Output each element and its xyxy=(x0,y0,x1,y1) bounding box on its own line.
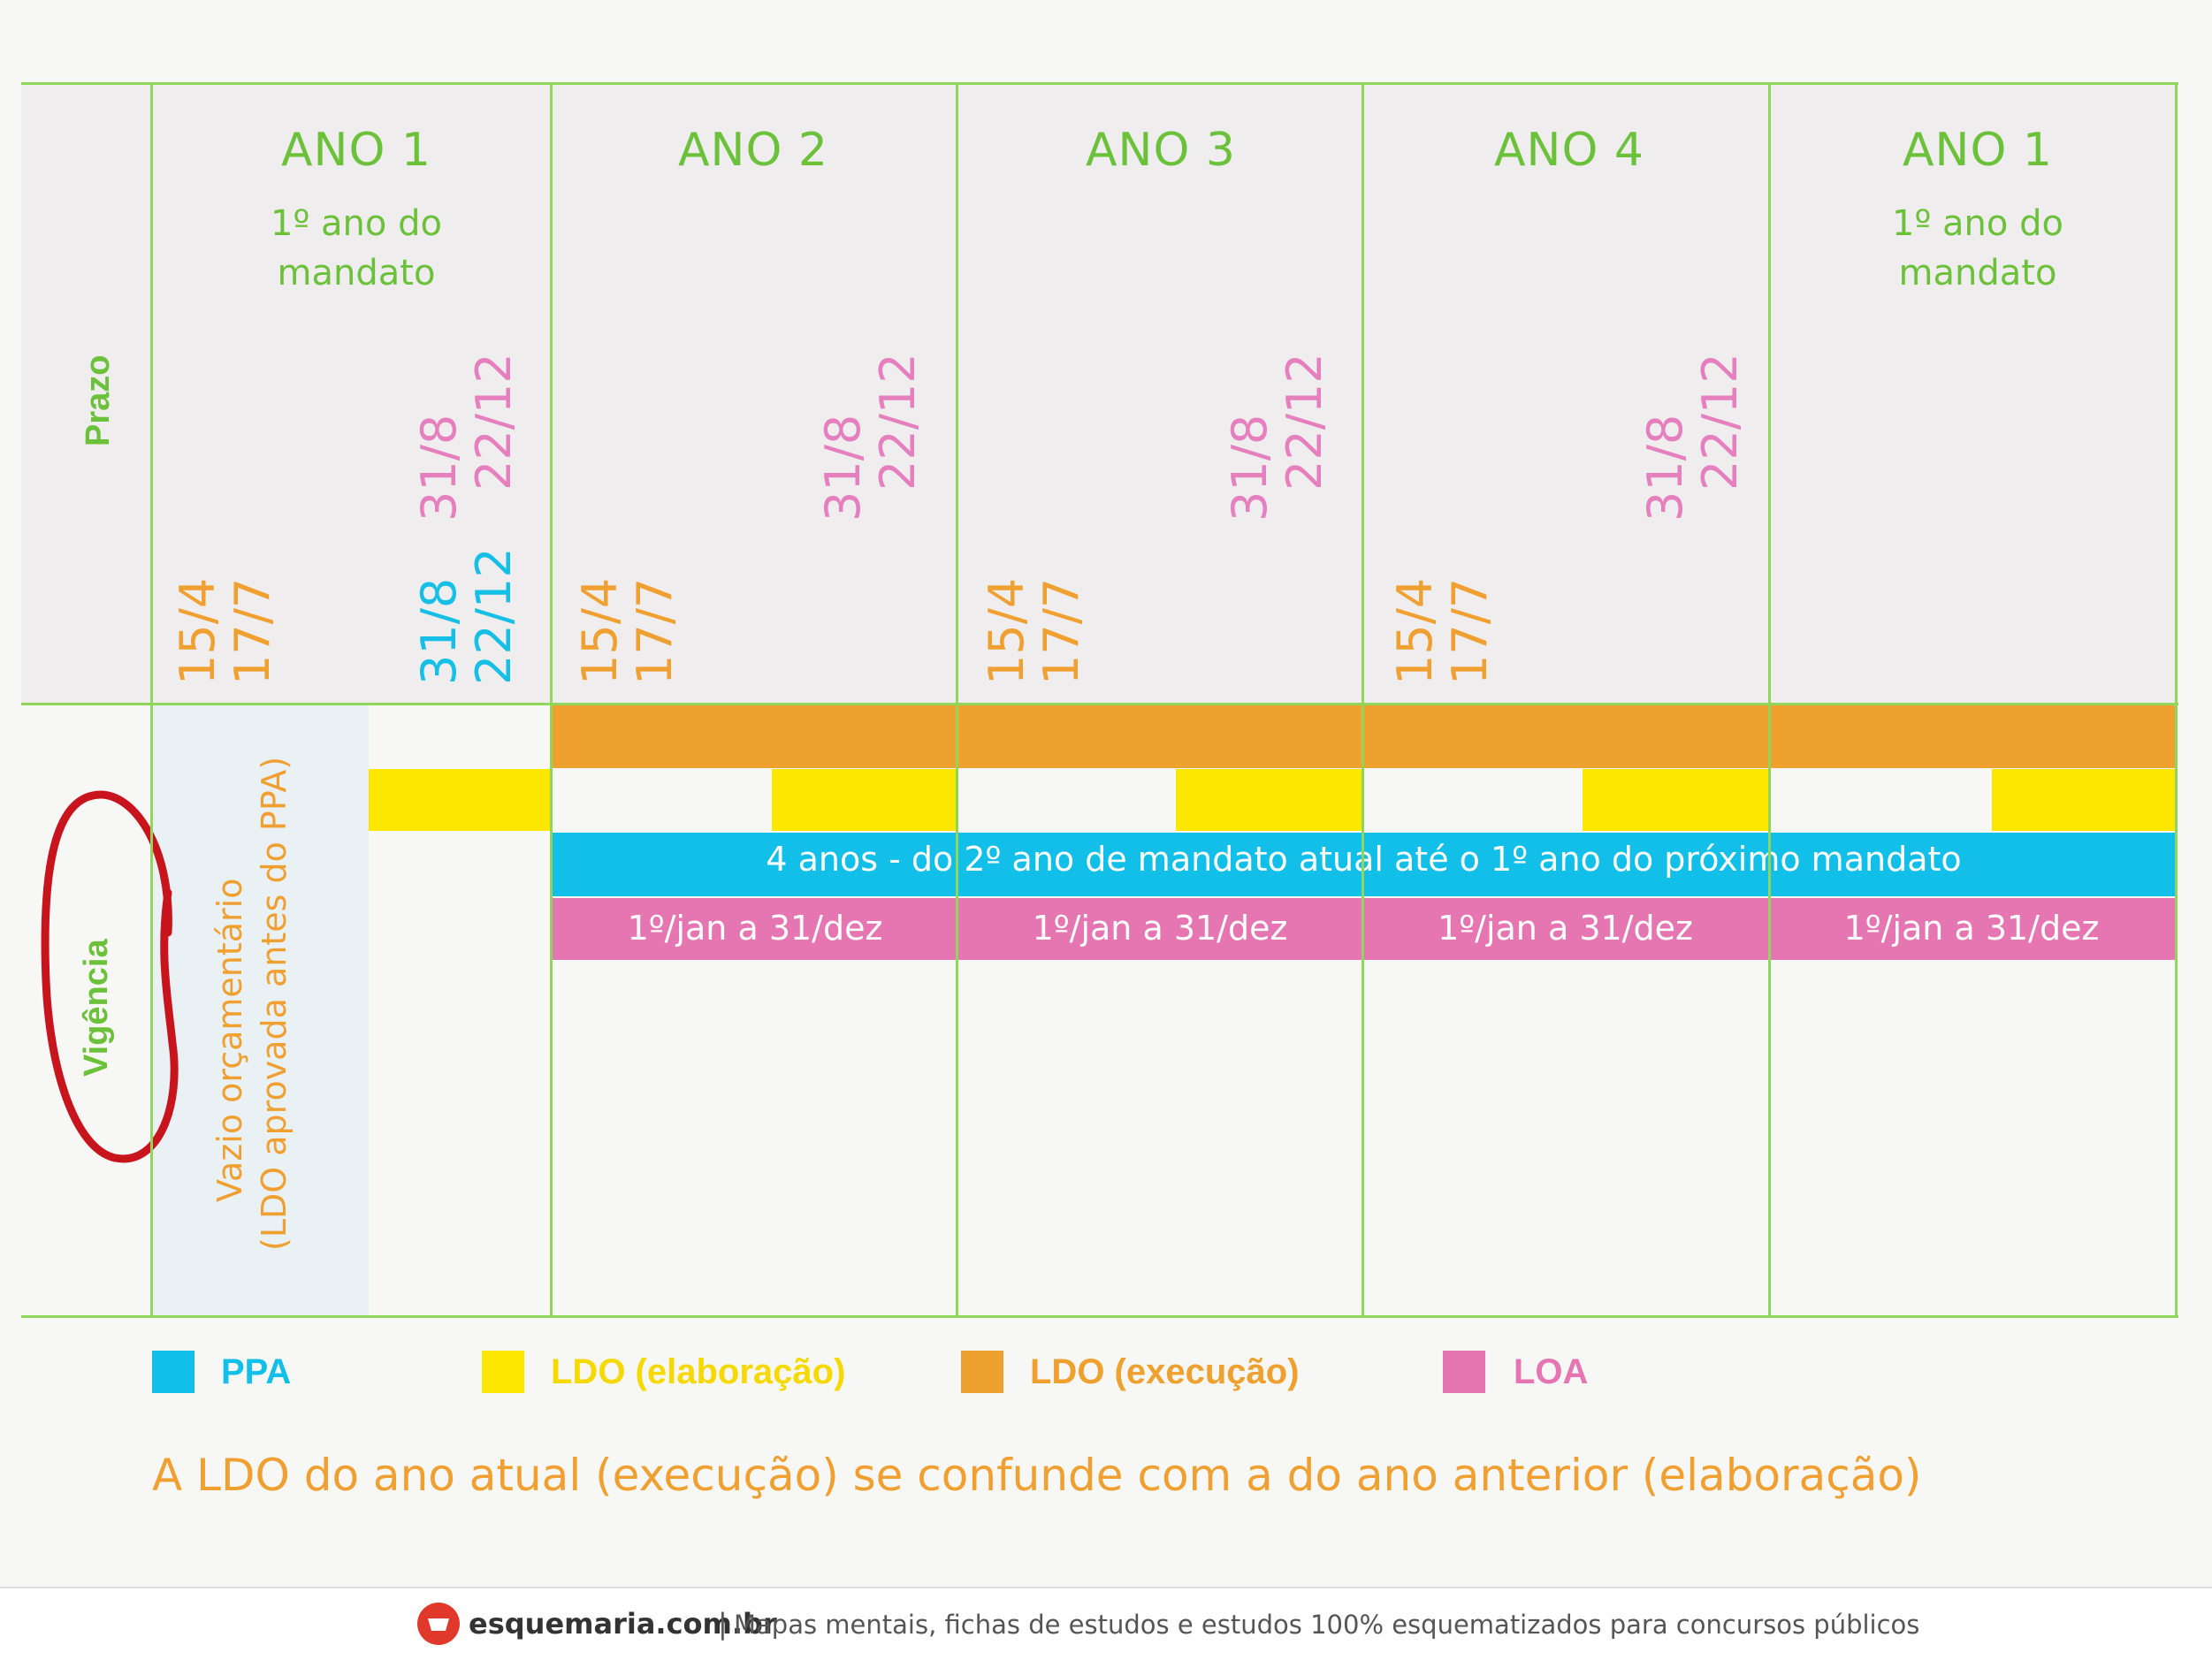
legend-loa-swatch xyxy=(1443,1351,1485,1393)
grid-col-line xyxy=(2175,84,2178,1317)
vazio-orcamentario-line2: (LDO aprovada antes do PPA) xyxy=(255,756,294,1251)
bar-loa-text: 1º/jan a 31/dez xyxy=(627,909,883,948)
grid-col-line xyxy=(550,84,553,1317)
bar-loa-text: 1º/jan a 31/dez xyxy=(1032,909,1288,948)
year-1-title: ANO 1 xyxy=(280,124,431,177)
date-ppa-31-8: 31/8 xyxy=(411,577,467,685)
year-2-title: ANO 2 xyxy=(677,124,828,177)
footer-separator: | xyxy=(718,1607,728,1641)
grid-col-line xyxy=(956,84,958,1317)
date-ldo-17-7: 17/7 xyxy=(225,577,280,685)
footer-site[interactable]: esquemaria.com.br xyxy=(469,1607,777,1641)
vazio-orcamentario-panel xyxy=(152,704,369,1316)
year-1-subtitle: 1º ano do mandato xyxy=(271,203,442,293)
date-ldo-15-4: 15/4 xyxy=(572,577,628,685)
grid-col-line xyxy=(1362,84,1364,1317)
date-ldo-17-7: 17/7 xyxy=(627,577,683,685)
grid-col-line xyxy=(150,84,153,1317)
highlight-circle xyxy=(41,790,179,1163)
legend-ldo-elaboracao-label: LDO (elaboração) xyxy=(551,1352,846,1391)
date-ldo-15-4: 15/4 xyxy=(1387,577,1443,685)
grid-bottom-line xyxy=(21,1315,2178,1318)
legend-ppa-label: PPA xyxy=(221,1352,292,1391)
bar-loa-text: 1º/jan a 31/dez xyxy=(1843,909,2100,948)
year-5-title: ANO 1 xyxy=(1902,124,2053,177)
prazo-label: Prazo xyxy=(80,354,117,446)
year-5-subtitle: 1º ano do mandato xyxy=(1892,203,2063,293)
date-loa-31-8: 31/8 xyxy=(411,414,467,522)
bar-ldo-elaboracao xyxy=(369,769,553,831)
footer-tagline: Mapas mentais, fichas de estudos e estud… xyxy=(734,1610,1920,1640)
bar-ldo-elaboracao xyxy=(1176,769,1362,831)
grid-top-line xyxy=(21,82,2178,85)
date-loa-22-12: 22/12 xyxy=(870,353,926,491)
legend-ppa-swatch xyxy=(152,1351,195,1393)
grid-middle-line xyxy=(21,703,2178,705)
footnote-text: A LDO do ano atual (execução) se confund… xyxy=(152,1450,1922,1501)
vazio-orcamentario-line1: Vazio orçamentário xyxy=(210,878,249,1202)
date-ldo-17-7: 17/7 xyxy=(1442,577,1498,685)
date-ldo-15-4: 15/4 xyxy=(170,577,225,685)
date-loa-31-8: 31/8 xyxy=(1637,414,1693,522)
date-ldo-17-7: 17/7 xyxy=(1034,577,1089,685)
date-loa-22-12: 22/12 xyxy=(466,353,522,491)
bar-ldo-elaboracao xyxy=(1583,769,1768,831)
date-loa-31-8: 31/8 xyxy=(815,414,871,522)
date-ldo-15-4: 15/4 xyxy=(979,577,1034,685)
date-loa-31-8: 31/8 xyxy=(1222,414,1278,522)
bar-ldo-elaboracao xyxy=(1992,769,2175,831)
year-4-title: ANO 4 xyxy=(1493,124,1644,177)
legend-ldo-execucao-swatch xyxy=(961,1351,1003,1393)
footer-logo-icon xyxy=(417,1603,460,1645)
date-loa-22-12: 22/12 xyxy=(1692,353,1748,491)
prazo-row-background xyxy=(21,84,2178,703)
legend-loa-label: LOA xyxy=(1514,1352,1589,1391)
date-ppa-22-12: 22/12 xyxy=(466,547,522,685)
footer-bar xyxy=(0,1587,2212,1660)
date-loa-22-12: 22/12 xyxy=(1277,353,1332,491)
legend-ldo-execucao-label: LDO (execução) xyxy=(1030,1352,1300,1391)
bar-loa-text: 1º/jan a 31/dez xyxy=(1438,909,1693,948)
grid-col-line xyxy=(1768,84,1771,1317)
bar-ldo-elaboracao xyxy=(772,769,957,831)
legend-ldo-elaboracao-swatch xyxy=(482,1351,524,1393)
year-3-title: ANO 3 xyxy=(1085,124,1236,177)
